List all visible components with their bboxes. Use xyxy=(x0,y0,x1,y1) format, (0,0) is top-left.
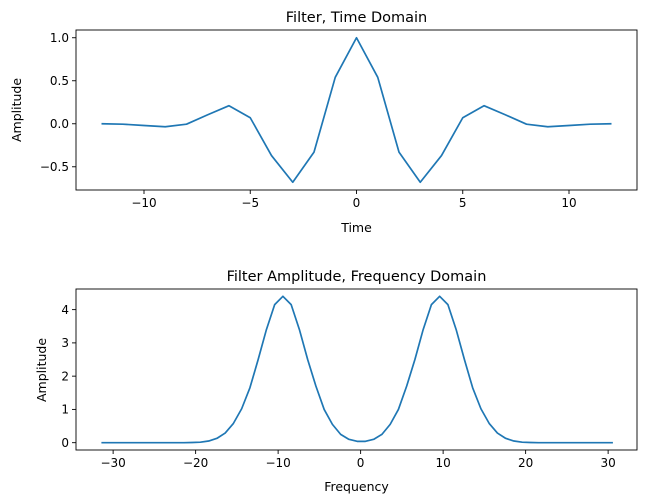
frequency-domain-y-tick-label: 0 xyxy=(61,436,69,450)
time-domain-x-tick-label: −10 xyxy=(131,196,156,210)
time-domain-x-label: Time xyxy=(340,220,372,235)
frequency-domain-y-tick-label: 3 xyxy=(61,336,69,350)
time-domain-title: Filter, Time Domain xyxy=(286,10,428,26)
frequency-domain-x-tick-label: −30 xyxy=(100,456,125,470)
frequency-domain-y-tick-label: 4 xyxy=(61,303,69,317)
frequency-domain-series-line xyxy=(101,295,613,444)
frequency-domain-title: Filter Amplitude, Frequency Domain xyxy=(227,269,487,285)
time-domain-y-label: Amplitude xyxy=(9,78,24,142)
frequency-domain-subplot: Filter Amplitude, Frequency Domain −30 −2… xyxy=(34,269,638,494)
time-domain-y-tick-label: 1.0 xyxy=(50,31,69,45)
frequency-domain-y-ticks: 0 1 2 3 4 xyxy=(61,303,76,450)
frequency-domain-plot-frame xyxy=(75,288,638,451)
time-domain-subplot: Filter, Time Domain −10 −5 0 5 10 −0.5 0.0 0.5… xyxy=(9,10,638,235)
time-domain-y-ticks: −0.5 0.0 0.5 1.0 xyxy=(40,31,76,174)
frequency-domain-x-tick-label: 10 xyxy=(435,456,450,470)
time-domain-y-tick-label: −0.5 xyxy=(40,160,69,174)
frequency-domain-y-tick-label: 1 xyxy=(61,403,69,417)
frequency-domain-x-tick-label: −20 xyxy=(183,456,208,470)
frequency-domain-y-tick-label: 2 xyxy=(61,369,69,383)
frequency-domain-y-label: Amplitude xyxy=(34,338,49,402)
frequency-domain-x-tick-label: 30 xyxy=(600,456,615,470)
time-domain-x-tick-label: 10 xyxy=(561,196,576,210)
time-domain-y-tick-label: 0.5 xyxy=(50,74,69,88)
time-domain-x-ticks: −10 −5 0 5 10 xyxy=(131,190,577,210)
frequency-domain-x-tick-label: 0 xyxy=(357,456,365,470)
time-domain-x-tick-label: 0 xyxy=(353,196,361,210)
frequency-domain-x-tick-label: 20 xyxy=(518,456,533,470)
time-domain-plot-frame xyxy=(75,29,638,191)
time-domain-x-tick-label: −5 xyxy=(241,196,259,210)
time-domain-series-line xyxy=(101,36,612,184)
time-domain-y-tick-label: 0.0 xyxy=(50,117,69,131)
frequency-domain-x-ticks: −30 −20 −10 0 10 20 30 xyxy=(100,450,616,470)
frequency-domain-x-tick-label: −10 xyxy=(265,456,290,470)
time-domain-x-tick-label: 5 xyxy=(459,196,467,210)
frequency-domain-x-label: Frequency xyxy=(324,479,389,494)
